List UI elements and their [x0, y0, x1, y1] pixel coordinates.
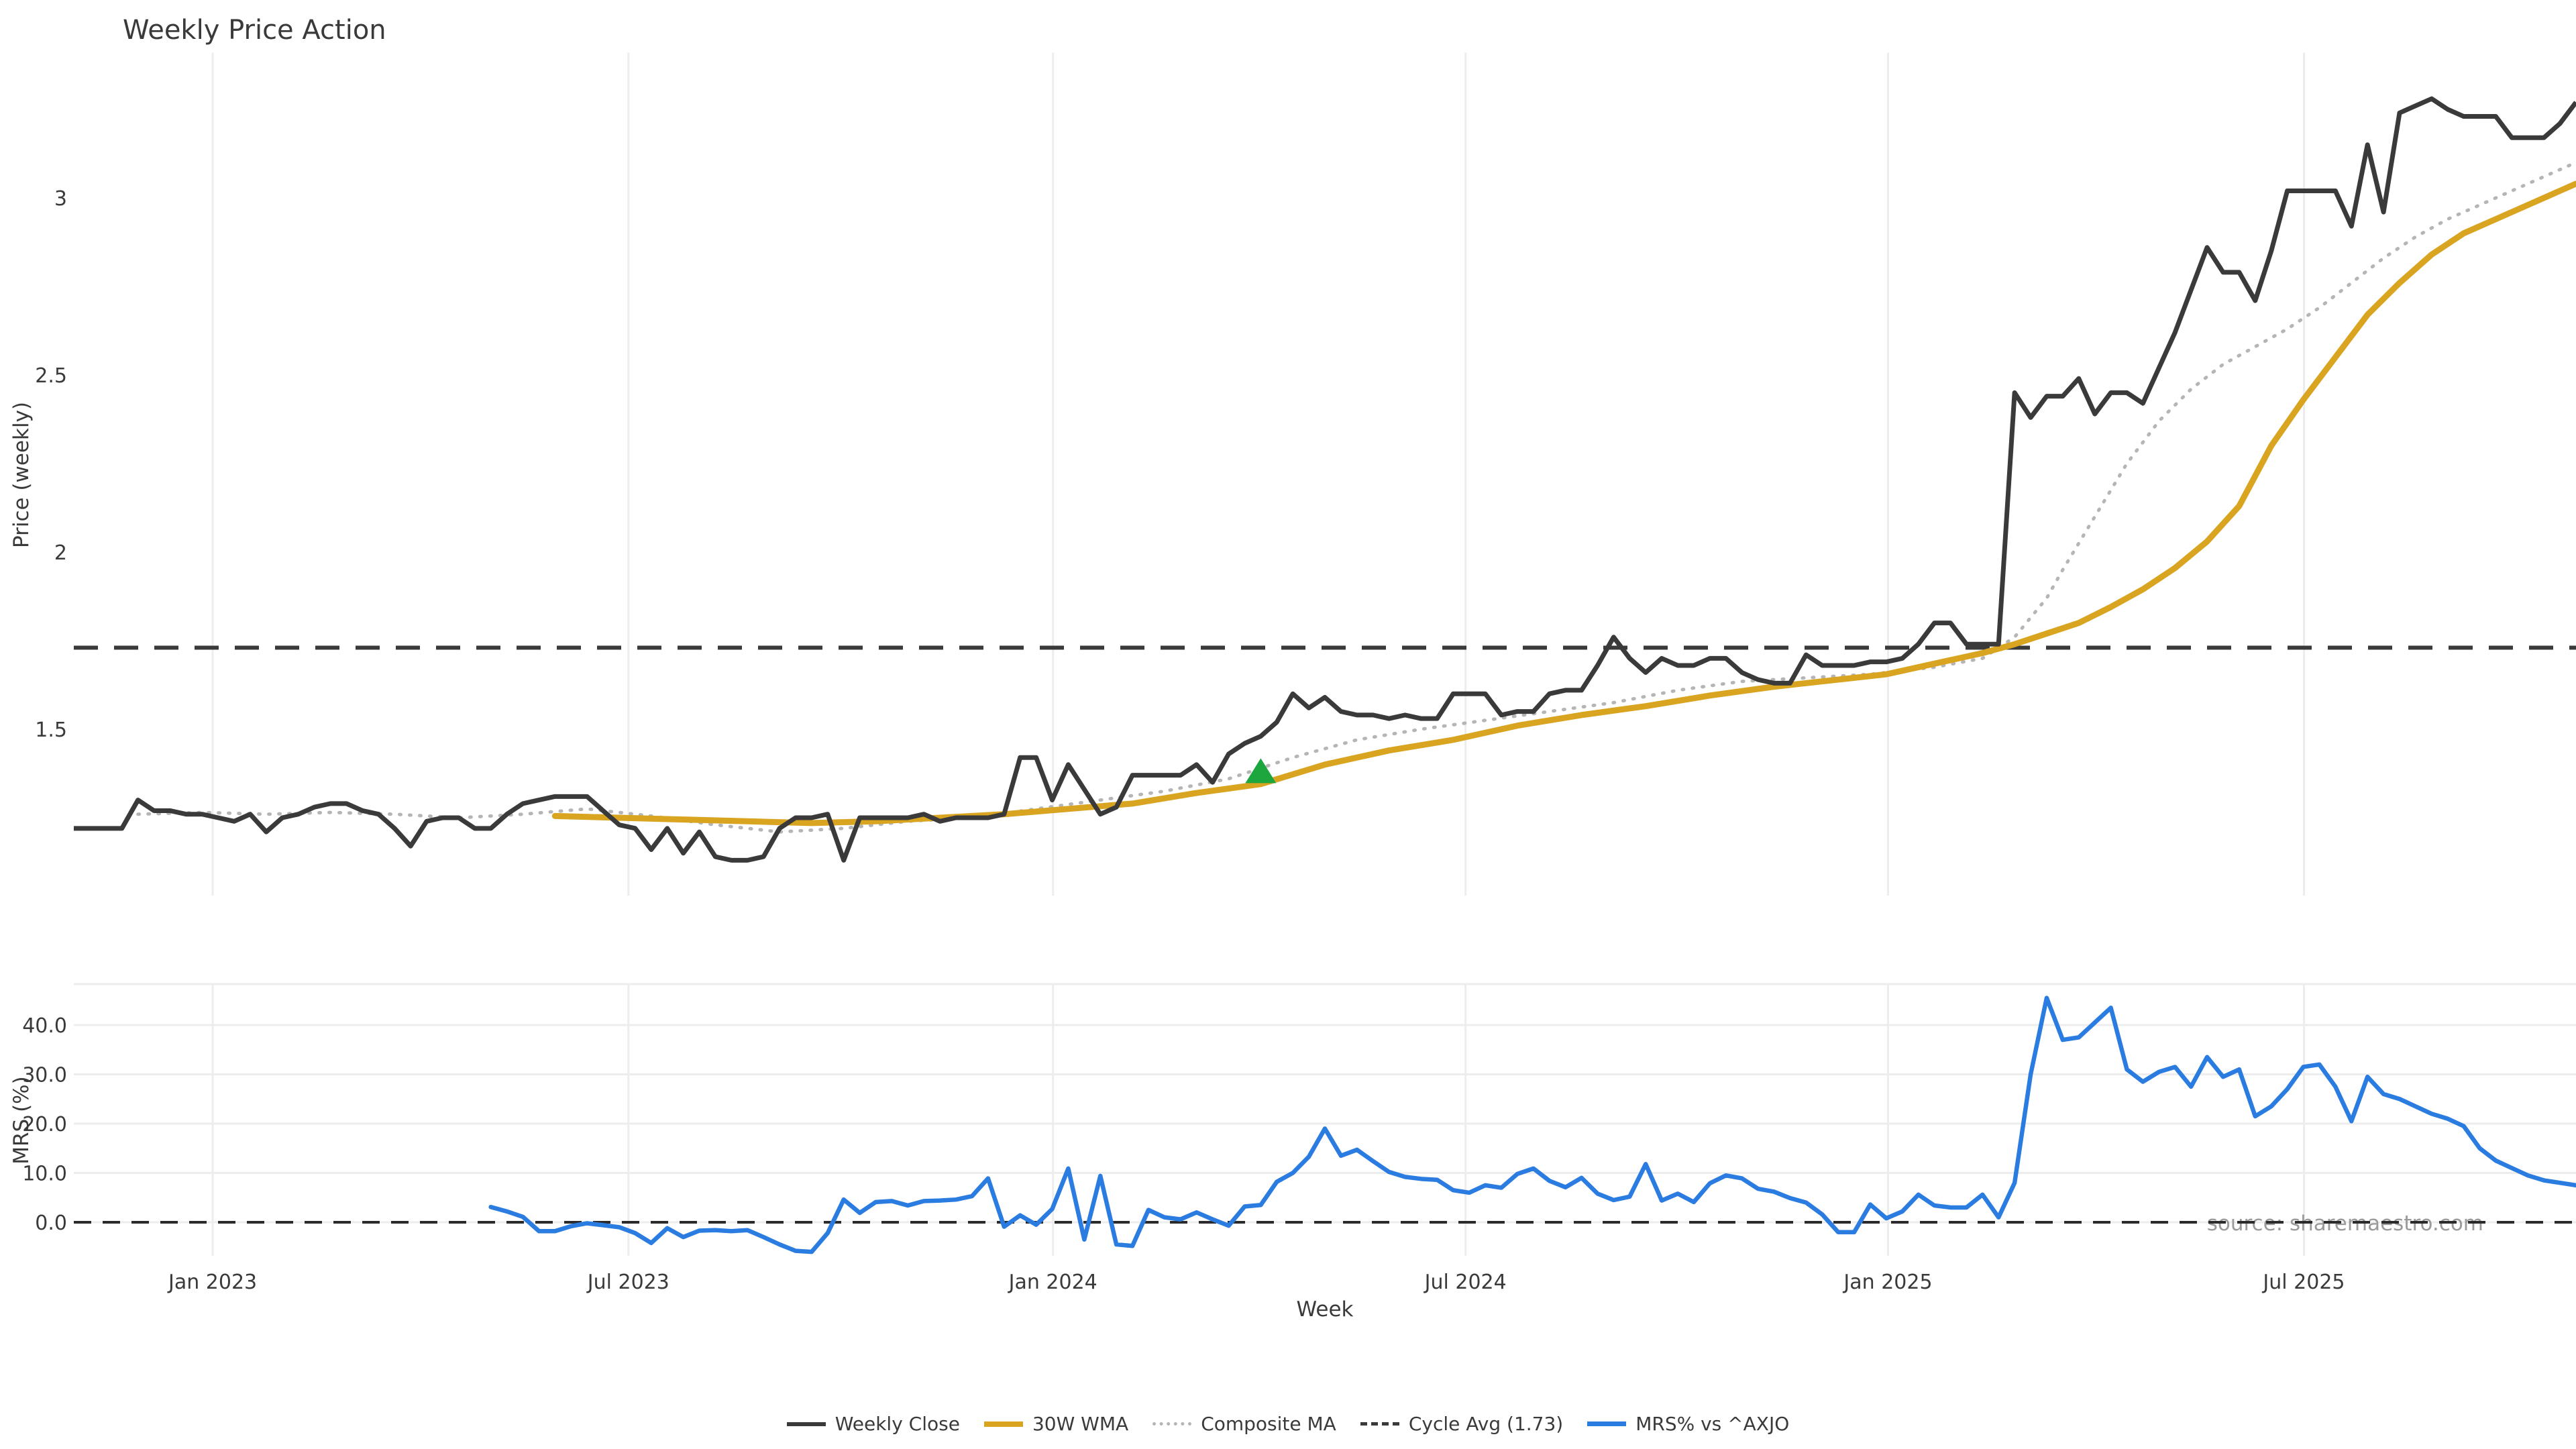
legend-line-sample: [1152, 1422, 1192, 1426]
wma-line: [551, 180, 2576, 826]
x-axis-title: Week: [1297, 1297, 1354, 1322]
legend-item: Weekly Close: [786, 1413, 960, 1435]
price-axis-title: Price (weekly): [9, 402, 34, 548]
legend-label: Composite MA: [1201, 1413, 1336, 1435]
price-ytick-label: 3: [54, 187, 67, 211]
x-tick-label: Jan 2024: [1008, 1271, 1097, 1294]
weekly-close-line: [74, 96, 2576, 863]
gridlines: [74, 52, 2576, 1256]
price-ytick-label: 2.5: [35, 364, 67, 388]
legend-item: Cycle Avg (1.73): [1360, 1413, 1563, 1435]
x-tick-label: Jan 2025: [1842, 1271, 1932, 1294]
mrs-panel: [74, 996, 2576, 1254]
x-tick-label: Jul 2024: [1424, 1271, 1507, 1294]
legend-label: MRS% vs ^AXJO: [1635, 1413, 1790, 1435]
mrs-ytick-label: 30.0: [22, 1064, 67, 1087]
buy-signal-triangle-icon: [1245, 758, 1277, 784]
mrs-ytick-label: 10.0: [22, 1163, 67, 1186]
legend-line-sample: [1587, 1421, 1627, 1426]
legend-line-sample: [786, 1421, 826, 1426]
price-panel: [74, 96, 2576, 863]
legend-item: Composite MA: [1152, 1413, 1336, 1435]
mrs-ytick-label: 0.0: [35, 1212, 67, 1235]
mrs-ytick-label: 20.0: [22, 1113, 67, 1136]
legend: Weekly Close 30W WMA Composite MA Cycle Avg…: [0, 1413, 2576, 1435]
legend-item: 30W WMA: [983, 1413, 1129, 1435]
chart-title: Weekly Price Action: [123, 15, 386, 46]
legend-item: MRS% vs ^AXJO: [1587, 1413, 1789, 1435]
legend-label: 30W WMA: [1032, 1413, 1129, 1435]
mrs-ytick-label: 40.0: [22, 1014, 67, 1038]
x-tick-label: Jan 2023: [167, 1271, 257, 1294]
legend-line-sample: [1360, 1422, 1399, 1426]
mrs-line: [488, 996, 2576, 1254]
legend-label: Cycle Avg (1.73): [1408, 1413, 1564, 1435]
x-tick-label: Jul 2025: [2261, 1271, 2345, 1294]
price-ytick-label: 1.5: [35, 718, 67, 742]
composite-ma-line: [136, 160, 2576, 834]
x-tick-label: Jul 2023: [586, 1271, 669, 1294]
mrs-axis-title: MRS (%): [9, 1076, 34, 1164]
legend-label: Weekly Close: [835, 1413, 960, 1435]
legend-line-sample: [983, 1421, 1023, 1427]
price-ytick-label: 2: [54, 541, 67, 565]
